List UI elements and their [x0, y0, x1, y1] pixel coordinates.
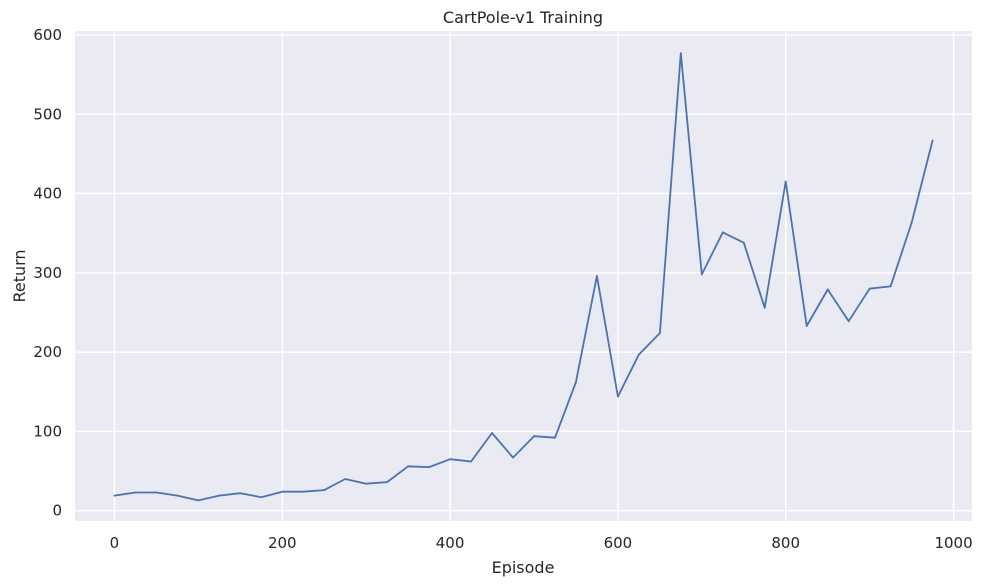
- y-tick-label: 500: [33, 105, 62, 123]
- data-point: [239, 492, 242, 495]
- data-point: [616, 395, 619, 398]
- y-tick-label: 300: [33, 264, 62, 282]
- data-point: [260, 496, 263, 499]
- chart-title: CartPole-v1 Training: [443, 8, 603, 27]
- data-point: [637, 353, 640, 356]
- data-point: [176, 494, 179, 497]
- grid: [75, 31, 972, 521]
- data-point: [784, 180, 787, 183]
- data-point: [197, 499, 200, 502]
- data-point: [323, 489, 326, 491]
- x-tick-label: 200: [268, 534, 297, 552]
- data-point: [700, 273, 703, 276]
- data-point: [281, 490, 284, 493]
- data-point: [721, 231, 724, 234]
- data-point: [113, 494, 116, 497]
- x-tick-label: 800: [771, 534, 800, 552]
- data-point: [386, 481, 389, 484]
- data-point: [931, 139, 934, 142]
- y-axis-title: Return: [10, 249, 29, 302]
- series-layer: [113, 52, 934, 502]
- x-tick-label: 400: [436, 534, 465, 552]
- data-point: [658, 332, 661, 334]
- data-point: [470, 460, 472, 463]
- data-point: [344, 478, 347, 480]
- y-tick-label: 100: [33, 422, 62, 440]
- data-point: [365, 482, 368, 485]
- series-line: [114, 52, 934, 502]
- data-point: [763, 306, 766, 309]
- y-tick-labels: 0 100 200 300 400 500 600: [33, 26, 62, 520]
- data-point: [847, 320, 850, 323]
- data-point: [868, 287, 871, 290]
- data-point: [155, 491, 158, 494]
- data-point: [742, 241, 745, 244]
- data-point: [554, 436, 556, 439]
- data-point: [428, 466, 431, 468]
- data-point: [491, 432, 493, 434]
- data-point: [533, 435, 535, 438]
- data-point: [805, 325, 808, 327]
- data-point: [407, 465, 410, 468]
- x-tick-label: 0: [110, 534, 120, 552]
- data-point: [826, 288, 829, 291]
- data-point: [134, 491, 137, 494]
- x-tick-labels: 0 200 400 600 800 1000: [110, 534, 973, 552]
- y-tick-label: 600: [33, 26, 62, 44]
- data-point: [302, 490, 305, 493]
- y-tick-label: 400: [33, 185, 62, 203]
- data-point: [596, 275, 598, 277]
- data-point: [575, 381, 577, 384]
- data-point: [218, 494, 221, 497]
- data-point: [512, 456, 514, 459]
- data-point: [889, 285, 892, 288]
- y-tick-label: 200: [33, 343, 62, 361]
- x-axis-title: Episode: [492, 558, 555, 577]
- x-tick-label: 1000: [934, 534, 972, 552]
- data-point: [910, 221, 913, 224]
- data-point: [449, 458, 451, 461]
- data-point: [679, 52, 682, 55]
- y-tick-label: 0: [52, 502, 62, 520]
- plot-background: [75, 31, 972, 521]
- x-tick-label: 600: [604, 534, 633, 552]
